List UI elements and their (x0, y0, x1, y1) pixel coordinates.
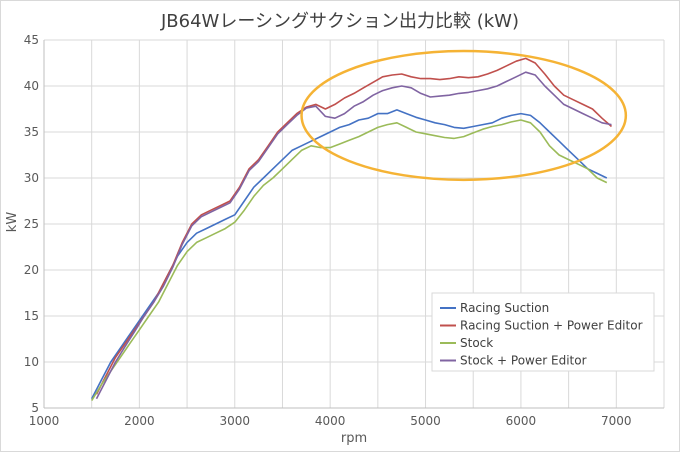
series-layer (90, 57, 613, 402)
legend-box (431, 292, 655, 372)
legend: Racing Suction Racing Suction + Power Edi… (431, 292, 655, 372)
x-tick-label: 1000 (29, 414, 60, 428)
series-line-racing-suction-power-editor (95, 57, 613, 395)
legend-label: Stock + Power Editor (460, 354, 587, 368)
legend-label: Racing Suction + Power Editor (460, 319, 643, 333)
y-tick-label: 30 (24, 171, 39, 185)
x-tick-label: 5000 (410, 414, 441, 428)
x-tick-label: 2000 (124, 414, 155, 428)
series-line-stock-power-editor (95, 71, 612, 400)
y-tick-label: 15 (24, 309, 39, 323)
y-tick-label: 45 (24, 33, 39, 47)
chart-title: JB64Wレーシングサクション出力比較 (kW) (160, 11, 519, 32)
x-tick-label: 4000 (315, 414, 346, 428)
y-tick-label: 25 (24, 217, 39, 231)
series-line-stock (91, 119, 608, 402)
legend-label: Racing Suction (460, 301, 549, 315)
y-axis-title: kW (5, 212, 20, 233)
y-tick-label: 40 (24, 79, 39, 93)
y-tick-label: 10 (24, 355, 39, 369)
annotation-layer (300, 49, 628, 182)
y-tick-label: 5 (31, 401, 39, 415)
y-tick-label: 35 (24, 125, 39, 139)
x-tick-label: 3000 (219, 414, 250, 428)
x-axis-title: rpm (341, 431, 367, 446)
tick-labels: 1000 2000 3000 4000 5000 6000 7000 5 10 15 20 25 30 3… (24, 33, 632, 428)
highlight-ellipse (300, 49, 628, 182)
x-tick-label: 6000 (506, 414, 537, 428)
x-tick-label: 7000 (601, 414, 632, 428)
grid-lines (43, 39, 665, 409)
legend-label: Stock (460, 336, 493, 350)
y-tick-label: 20 (24, 263, 39, 277)
